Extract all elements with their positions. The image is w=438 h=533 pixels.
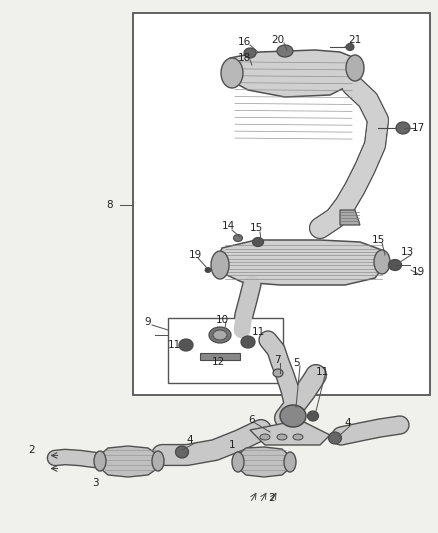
Text: 11: 11 (251, 327, 265, 337)
Polygon shape (218, 240, 385, 285)
Text: 11: 11 (315, 367, 328, 377)
Text: 14: 14 (221, 221, 235, 231)
Text: 17: 17 (411, 123, 424, 133)
Polygon shape (228, 50, 358, 97)
Text: 12: 12 (212, 357, 225, 367)
Text: 19: 19 (411, 267, 424, 277)
Text: 3: 3 (92, 478, 98, 488)
Text: 10: 10 (215, 315, 229, 325)
Ellipse shape (277, 45, 293, 57)
Ellipse shape (293, 434, 303, 440)
Ellipse shape (273, 369, 283, 377)
Polygon shape (100, 446, 158, 477)
Ellipse shape (241, 336, 255, 348)
Text: 7: 7 (274, 355, 280, 365)
Ellipse shape (389, 260, 402, 271)
Text: 4: 4 (345, 418, 351, 428)
Text: 2: 2 (268, 493, 276, 503)
Ellipse shape (211, 251, 229, 279)
Ellipse shape (94, 451, 106, 471)
Ellipse shape (280, 405, 306, 427)
Polygon shape (250, 420, 330, 445)
Ellipse shape (284, 452, 296, 472)
Ellipse shape (374, 250, 390, 274)
Ellipse shape (176, 446, 188, 458)
Text: 20: 20 (272, 35, 285, 45)
Ellipse shape (205, 268, 211, 272)
Text: 15: 15 (249, 223, 263, 233)
Bar (133, 13, 430, 395)
Text: 4: 4 (187, 435, 193, 445)
Ellipse shape (252, 238, 264, 246)
Text: 6: 6 (249, 415, 255, 425)
Ellipse shape (396, 122, 410, 134)
Ellipse shape (209, 327, 231, 343)
Ellipse shape (328, 432, 342, 444)
Ellipse shape (213, 330, 227, 340)
Text: 16: 16 (237, 37, 251, 47)
Ellipse shape (244, 48, 256, 58)
Text: 11: 11 (167, 340, 180, 350)
Text: 1: 1 (229, 440, 235, 450)
Ellipse shape (346, 44, 354, 51)
Text: 18: 18 (237, 53, 251, 63)
Ellipse shape (346, 55, 364, 81)
Ellipse shape (260, 434, 270, 440)
Text: 9: 9 (145, 317, 151, 327)
Polygon shape (200, 353, 240, 360)
Ellipse shape (233, 235, 243, 241)
Bar (168, 318, 283, 383)
Polygon shape (238, 447, 290, 477)
Ellipse shape (307, 411, 318, 421)
Text: 15: 15 (371, 235, 385, 245)
Text: 19: 19 (188, 250, 201, 260)
Text: 21: 21 (348, 35, 362, 45)
Polygon shape (340, 210, 360, 225)
Text: 5: 5 (293, 358, 299, 368)
Text: 8: 8 (107, 200, 113, 210)
Text: 13: 13 (400, 247, 413, 257)
Text: 2: 2 (28, 445, 35, 455)
Ellipse shape (179, 339, 193, 351)
Ellipse shape (221, 58, 243, 88)
Ellipse shape (152, 451, 164, 471)
Ellipse shape (277, 434, 287, 440)
Ellipse shape (232, 452, 244, 472)
